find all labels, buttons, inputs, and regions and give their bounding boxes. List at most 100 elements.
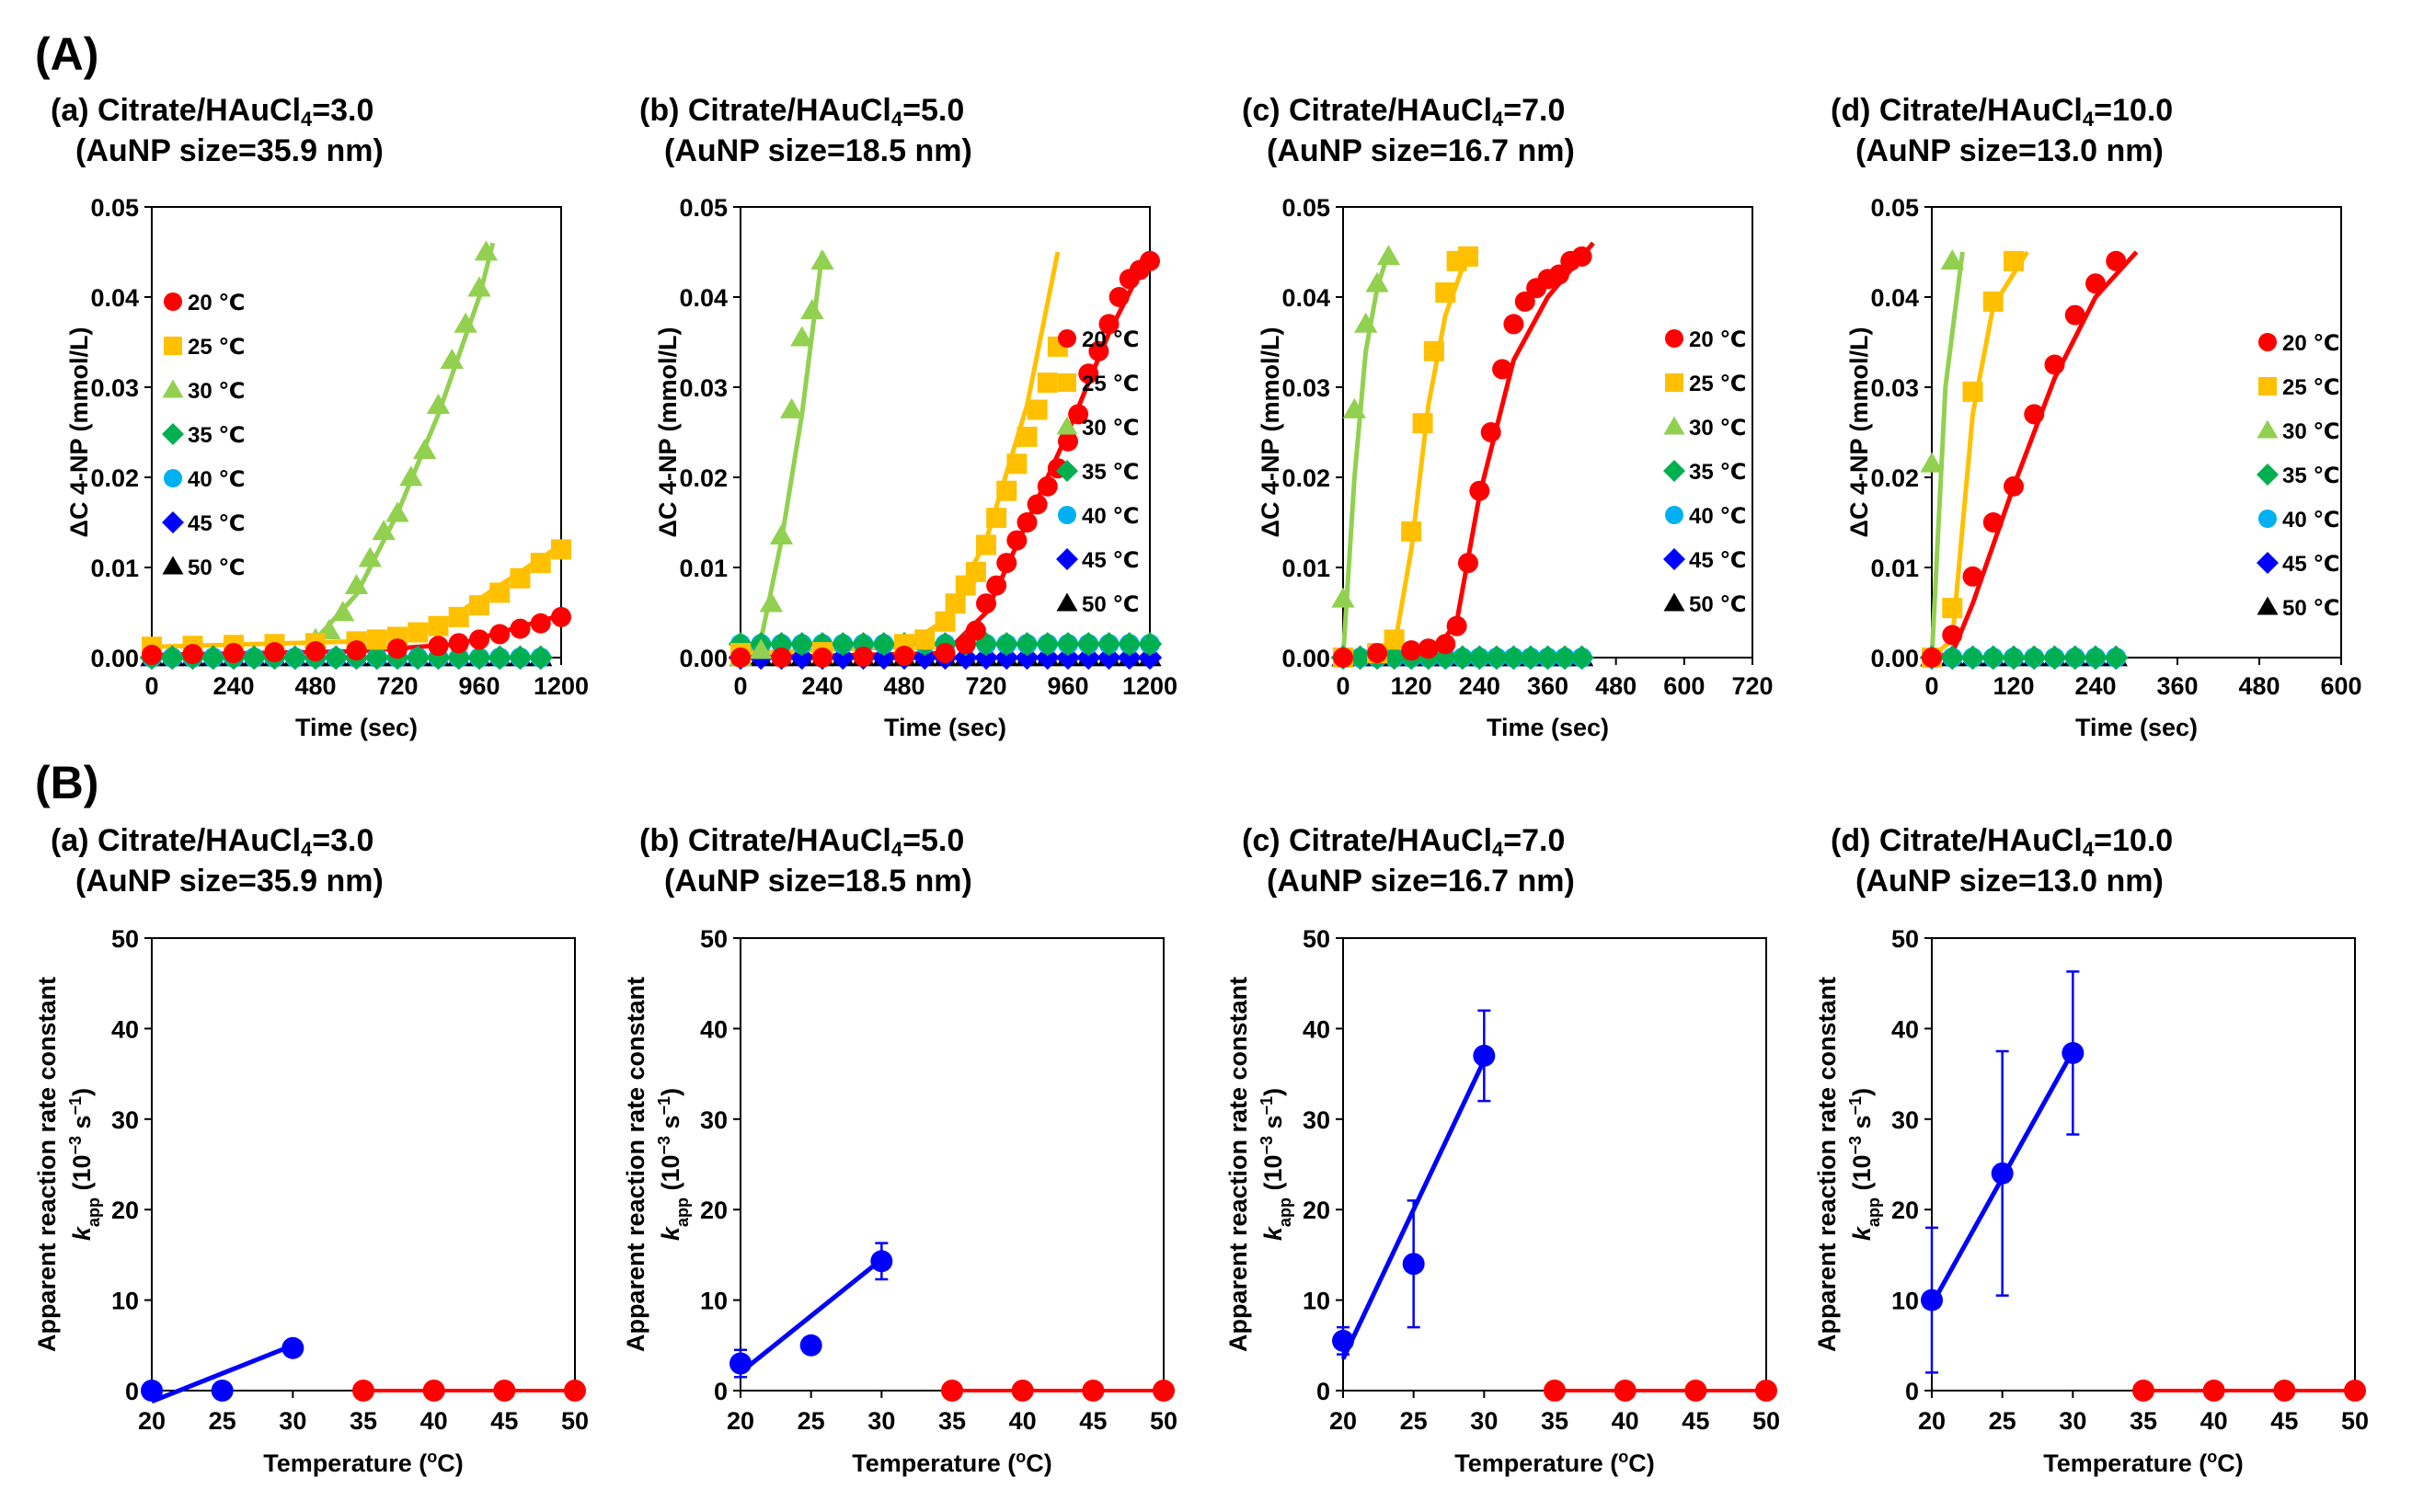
x-tick-label: 240 xyxy=(801,672,843,700)
title-subscript: 4 xyxy=(890,838,903,861)
data-point-25 xyxy=(1016,426,1038,447)
kinetics-chart-2: (b) Citrate/HAuCl4=5.0 (AuNP size=18.5 nm… xyxy=(589,0,1187,763)
title-text: (c) Citrate/HAuCl xyxy=(1242,93,1493,128)
y-tick-label: 10 xyxy=(700,1288,728,1315)
red-data-point xyxy=(2344,1380,2366,1402)
data-point-20 xyxy=(182,644,203,665)
data-point-25 xyxy=(448,606,469,627)
series-group xyxy=(141,1336,586,1403)
data-point-35 xyxy=(406,645,431,670)
data-point-20 xyxy=(1514,291,1535,312)
title-subscript: 4 xyxy=(1492,838,1504,861)
legend-label-30: 30 ℃ xyxy=(1689,416,1746,441)
data-point-30 xyxy=(358,546,382,567)
data-point-20 xyxy=(894,646,914,667)
chart-subtitle: (AuNP size=16.7 nm) xyxy=(1267,133,1575,168)
x-tick-label: 40 xyxy=(1009,1407,1037,1435)
plot-area xyxy=(1931,937,2356,1392)
data-point-20 xyxy=(1027,494,1048,515)
blue-data-point xyxy=(1921,1289,1943,1312)
rate-constant-chart-2: (b) Citrate/HAuCl4=5.0 (AuNP size=18.5 nm… xyxy=(589,763,1187,1512)
data-point-35 xyxy=(324,645,349,670)
title-ratio: =5.0 xyxy=(902,93,965,128)
x-tick-label: 35 xyxy=(938,1407,966,1435)
panel-label-a: (A) xyxy=(35,29,99,80)
y-tick-label: 20 xyxy=(1891,1197,1919,1224)
y-tick-label: 50 xyxy=(700,925,728,953)
y-axis-label: ΔC 4-NP (mmol/L) xyxy=(1257,327,1284,538)
y-tick-label: 10 xyxy=(111,1288,139,1315)
data-point-30 xyxy=(1940,249,1964,270)
data-point-35 xyxy=(160,645,185,670)
data-point-35 xyxy=(1097,632,1121,657)
title-subscript: 4 xyxy=(2082,838,2095,861)
title-text: (a) Citrate/HAuCl xyxy=(51,93,302,128)
data-point-20 xyxy=(1401,640,1422,661)
x-tick-label: 120 xyxy=(1993,672,2034,700)
legend-marker-40 xyxy=(1058,506,1076,524)
data-point-20 xyxy=(224,643,244,664)
rate-plot: 0 10 20 30 40 50 20 25 30 35 40 45 50 Temperature (oC… xyxy=(1813,925,2369,1477)
data-point-35 xyxy=(528,645,553,670)
y-tick-label: 30 xyxy=(111,1106,139,1134)
legend-label-40: 40 ℃ xyxy=(188,467,245,492)
data-point-20 xyxy=(305,641,326,662)
legend-label-30: 30 ℃ xyxy=(1082,416,1139,441)
data-point-25 xyxy=(1457,246,1478,267)
data-point-20 xyxy=(2106,250,2127,271)
y-axis-units: kapp (10−3 s−1) xyxy=(1846,1088,1883,1241)
x-axis-label: Temperature (oC) xyxy=(2043,1448,2244,1477)
y-tick-label: 0.00 xyxy=(679,645,728,672)
data-point-20 xyxy=(428,636,449,657)
legend-label-45: 45 ℃ xyxy=(188,511,245,536)
fit-line-25 xyxy=(1930,250,2029,659)
blue-data-point xyxy=(281,1336,304,1359)
red-data-point xyxy=(1011,1380,1034,1402)
data-point-20 xyxy=(1922,647,1942,668)
legend-marker-30 xyxy=(162,379,184,398)
data-point-35 xyxy=(1055,632,1081,657)
data-point-35 xyxy=(1137,632,1163,657)
title-subscript: 4 xyxy=(890,108,903,131)
legend-marker-50 xyxy=(1663,592,1685,612)
data-point-20 xyxy=(1078,363,1099,384)
legend-marker-40 xyxy=(2258,510,2277,528)
data-point-25 xyxy=(914,629,936,650)
kinetics-plot: 0.00 0.01 0.02 0.03 0.04 0.05 0 240 480 720 960 120… xyxy=(654,194,1177,741)
data-point-35 xyxy=(789,632,814,657)
red-data-point xyxy=(352,1380,374,1402)
fit-line-30 xyxy=(1929,251,1965,659)
chart-subtitle: (AuNP size=13.0 nm) xyxy=(1855,864,2164,899)
legend-label-50: 50 ℃ xyxy=(1689,592,1746,617)
data-point-20 xyxy=(448,633,469,654)
fit-line-30 xyxy=(314,242,496,642)
data-point-35 xyxy=(1015,632,1039,657)
y-tick-label: 0.01 xyxy=(90,555,139,582)
data-point-20 xyxy=(142,645,162,666)
chart-subtitle: (AuNP size=18.5 nm) xyxy=(664,133,972,168)
legend-label-20: 20 ℃ xyxy=(1082,327,1139,352)
data-point-20 xyxy=(1016,512,1038,533)
y-tick-label: 10 xyxy=(1303,1288,1330,1315)
y-axis-label: Apparent reaction rate constant xyxy=(622,977,649,1352)
data-point-20 xyxy=(1503,314,1524,335)
data-point-30 xyxy=(749,638,773,659)
kinetics-plot: 0.00 0.01 0.02 0.03 0.04 0.05 0 120 240 360 480 600… xyxy=(1845,194,2362,741)
x-tick-label: 480 xyxy=(294,672,336,700)
y-tick-label: 0.03 xyxy=(1281,374,1330,402)
red-data-point xyxy=(1082,1380,1105,1402)
fit-line-20 xyxy=(1931,250,2139,660)
x-tick-label: 40 xyxy=(420,1407,448,1435)
x-tick-label: 50 xyxy=(1752,1407,1780,1435)
legend-label-35: 35 ℃ xyxy=(2282,464,2339,488)
data-point-25 xyxy=(935,611,956,632)
legend-label-50: 50 ℃ xyxy=(2282,596,2339,621)
data-point-20 xyxy=(2044,354,2065,375)
blue-data-point xyxy=(1332,1329,1354,1352)
x-tick-label: 600 xyxy=(1663,672,1705,700)
y-tick-label: 40 xyxy=(1303,1015,1330,1043)
kinetics-chart-1: (a) Citrate/HAuCl4=3.0 (AuNP size=35.9 nm… xyxy=(0,0,598,763)
y-tick-label: 50 xyxy=(1891,925,1919,953)
data-point-20 xyxy=(2024,404,2045,425)
y-tick-label: 0 xyxy=(125,1378,139,1405)
